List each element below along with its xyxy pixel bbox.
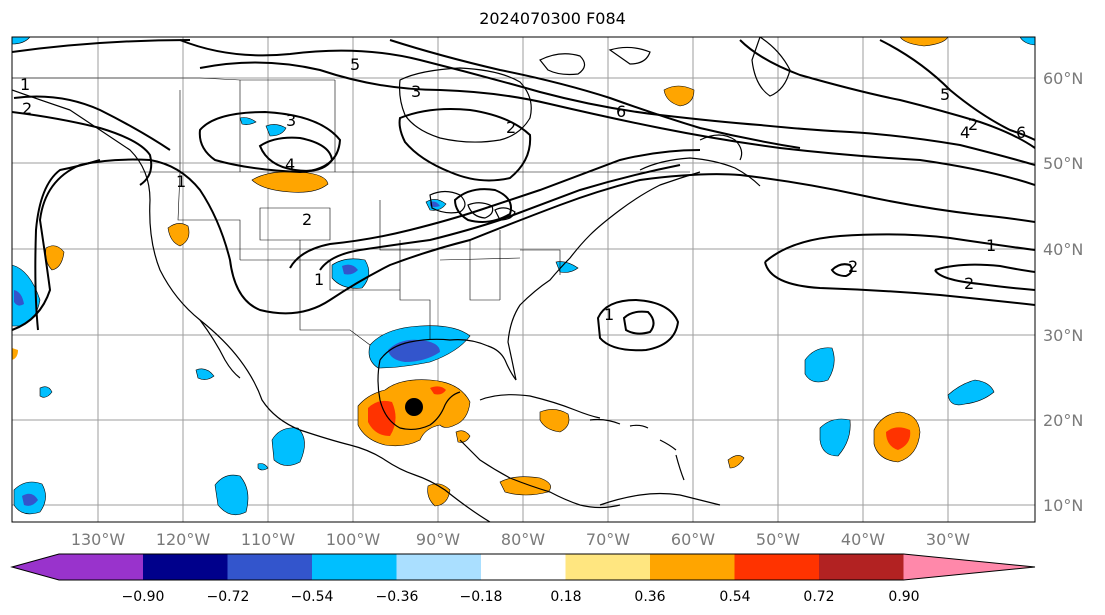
contour-label: 3	[286, 111, 296, 130]
contour-label: 5	[350, 55, 360, 74]
contour-label: 4	[960, 123, 970, 142]
lat-tick-label: 60°N	[1043, 69, 1083, 88]
colorbar-segment	[565, 554, 651, 580]
lon-tick-label: 80°W	[501, 530, 545, 549]
coastlines	[12, 37, 791, 522]
map-title: 2024070300 F084	[479, 9, 626, 28]
contour-label: 2	[968, 115, 978, 134]
contour-label: 1	[20, 75, 30, 94]
colorbar-segment	[650, 554, 735, 580]
lat-tick-label: 20°N	[1043, 411, 1083, 430]
colorbar-segment	[481, 554, 566, 580]
contour-label: 2	[506, 118, 516, 137]
lat-tick-label: 50°N	[1043, 154, 1083, 173]
contour-label: 4	[285, 155, 295, 174]
contour-label: 1	[986, 236, 996, 255]
anomaly-shading	[12, 37, 1035, 516]
lat-tick-label: 40°N	[1043, 240, 1083, 259]
contour-label: 1	[314, 270, 324, 289]
colorbar-tick-label: −0.72	[207, 589, 250, 605]
colorbar-segment	[734, 554, 820, 580]
contour-label: 6	[1016, 123, 1026, 142]
lon-tick-label: 130°W	[71, 530, 126, 549]
colorbar-tick-label: 0.54	[719, 589, 750, 605]
colorbar-segment	[227, 554, 313, 580]
colorbar-segment	[59, 554, 143, 580]
contour-label: 5	[940, 85, 950, 104]
longitude-tick-labels: 130°W 120°W 110°W 100°W 90°W 80°W 70°W 6…	[71, 530, 970, 549]
contour-label: 2	[964, 274, 974, 293]
colorbar-tick-label: 0.36	[634, 589, 665, 605]
lon-tick-label: 30°W	[926, 530, 970, 549]
colorbar-outline	[10, 553, 1036, 581]
political-borders	[12, 77, 690, 346]
lon-tick-label: 110°W	[241, 530, 296, 549]
contour-label: 1	[604, 305, 614, 324]
lat-tick-label: 10°N	[1043, 496, 1083, 515]
contour-label: 2	[22, 99, 32, 118]
contour-label-group: 5 3 6 2 3 4 2 1 2 1 2 1 2 5 4 6 1 2 1	[20, 55, 1026, 324]
colorbar-tick-label: −0.36	[376, 589, 419, 605]
contour-label: 2	[848, 257, 858, 276]
contour-label: 3	[411, 82, 421, 101]
lon-tick-label: 50°W	[756, 530, 800, 549]
colorbar-tick-label: 0.90	[888, 589, 919, 605]
colorbar-extend-max	[903, 554, 1035, 580]
contour-label: 2	[302, 210, 312, 229]
lon-tick-label: 40°W	[841, 530, 885, 549]
colorbar-tick-labels: −0.90 −0.72 −0.54 −0.36 −0.18 0.18 0.36 …	[122, 589, 920, 605]
colorbar-segment	[819, 554, 904, 580]
colorbar-segment	[143, 554, 228, 580]
storm-center-marker	[405, 398, 423, 416]
map-frame	[11, 36, 1036, 523]
colorbar-tick-label: 0.72	[803, 589, 834, 605]
colorbar	[10, 553, 1036, 581]
contour-lines	[12, 39, 1035, 352]
latitude-tick-labels: 60°N 50°N 40°N 30°N 20°N 10°N	[1043, 69, 1083, 515]
lon-tick-label: 90°W	[416, 530, 460, 549]
colorbar-tick-label: 0.18	[550, 589, 581, 605]
graticule	[12, 37, 1035, 522]
contour-label: 1	[176, 172, 186, 191]
lat-tick-label: 30°N	[1043, 326, 1083, 345]
colorbar-segment	[312, 554, 397, 580]
lon-tick-label: 70°W	[586, 530, 630, 549]
colorbar-tick-label: −0.54	[291, 589, 334, 605]
contour-label: 6	[616, 102, 626, 121]
lon-tick-label: 120°W	[156, 530, 211, 549]
lon-tick-label: 60°W	[671, 530, 715, 549]
lon-tick-label: 100°W	[326, 530, 381, 549]
colorbar-extend-min	[12, 554, 59, 580]
colorbar-segment	[396, 554, 482, 580]
colorbar-tick-label: −0.18	[460, 589, 503, 605]
colorbar-tick-label: −0.90	[122, 589, 165, 605]
